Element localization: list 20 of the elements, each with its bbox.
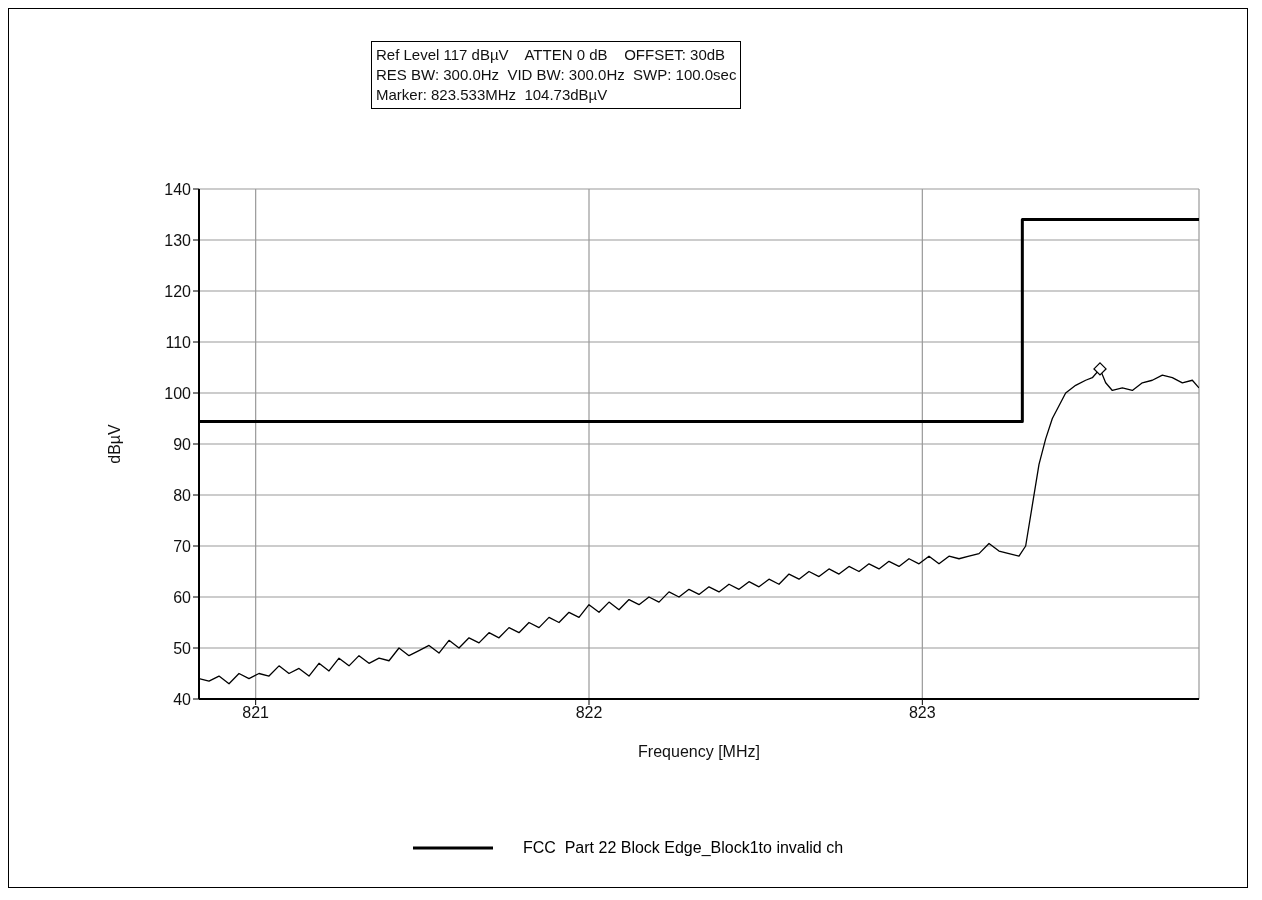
x-tick-label: 821 <box>242 704 270 722</box>
x-tick-label: 823 <box>908 704 936 722</box>
y-tick-label: 40 <box>173 690 192 708</box>
y-axis-title: dBµV <box>105 423 123 464</box>
y-tick-label: 110 <box>165 333 192 351</box>
text: Marker: 823.533MHz 104.73dBµV <box>376 85 609 105</box>
text: RES BW: 300.0Hz VID BW: 300.0Hz SWP: 100.0sec <box>376 65 737 85</box>
y-tick-label: 50 <box>173 639 192 657</box>
y-tick-label: 70 <box>173 537 192 555</box>
y-tick-label: 130 <box>164 231 192 249</box>
y-tick-label: 140 <box>164 180 192 198</box>
y-tick-label: 100 <box>164 384 192 402</box>
x-tick-label: 822 <box>575 704 603 722</box>
y-tick-label: 90 <box>173 435 192 453</box>
legend-label: FCC Part 22 Block Edge_Block1to invalid ch <box>522 839 844 857</box>
y-tick-label: 60 <box>173 588 192 606</box>
y-tick-label: 120 <box>164 282 192 300</box>
x-axis-title: Frequency [MHz] <box>638 743 760 760</box>
text: Ref Level 117 dBµV ATTEN 0 dB OFFSET: 30dB <box>376 45 727 65</box>
y-tick-label: 80 <box>173 486 192 504</box>
